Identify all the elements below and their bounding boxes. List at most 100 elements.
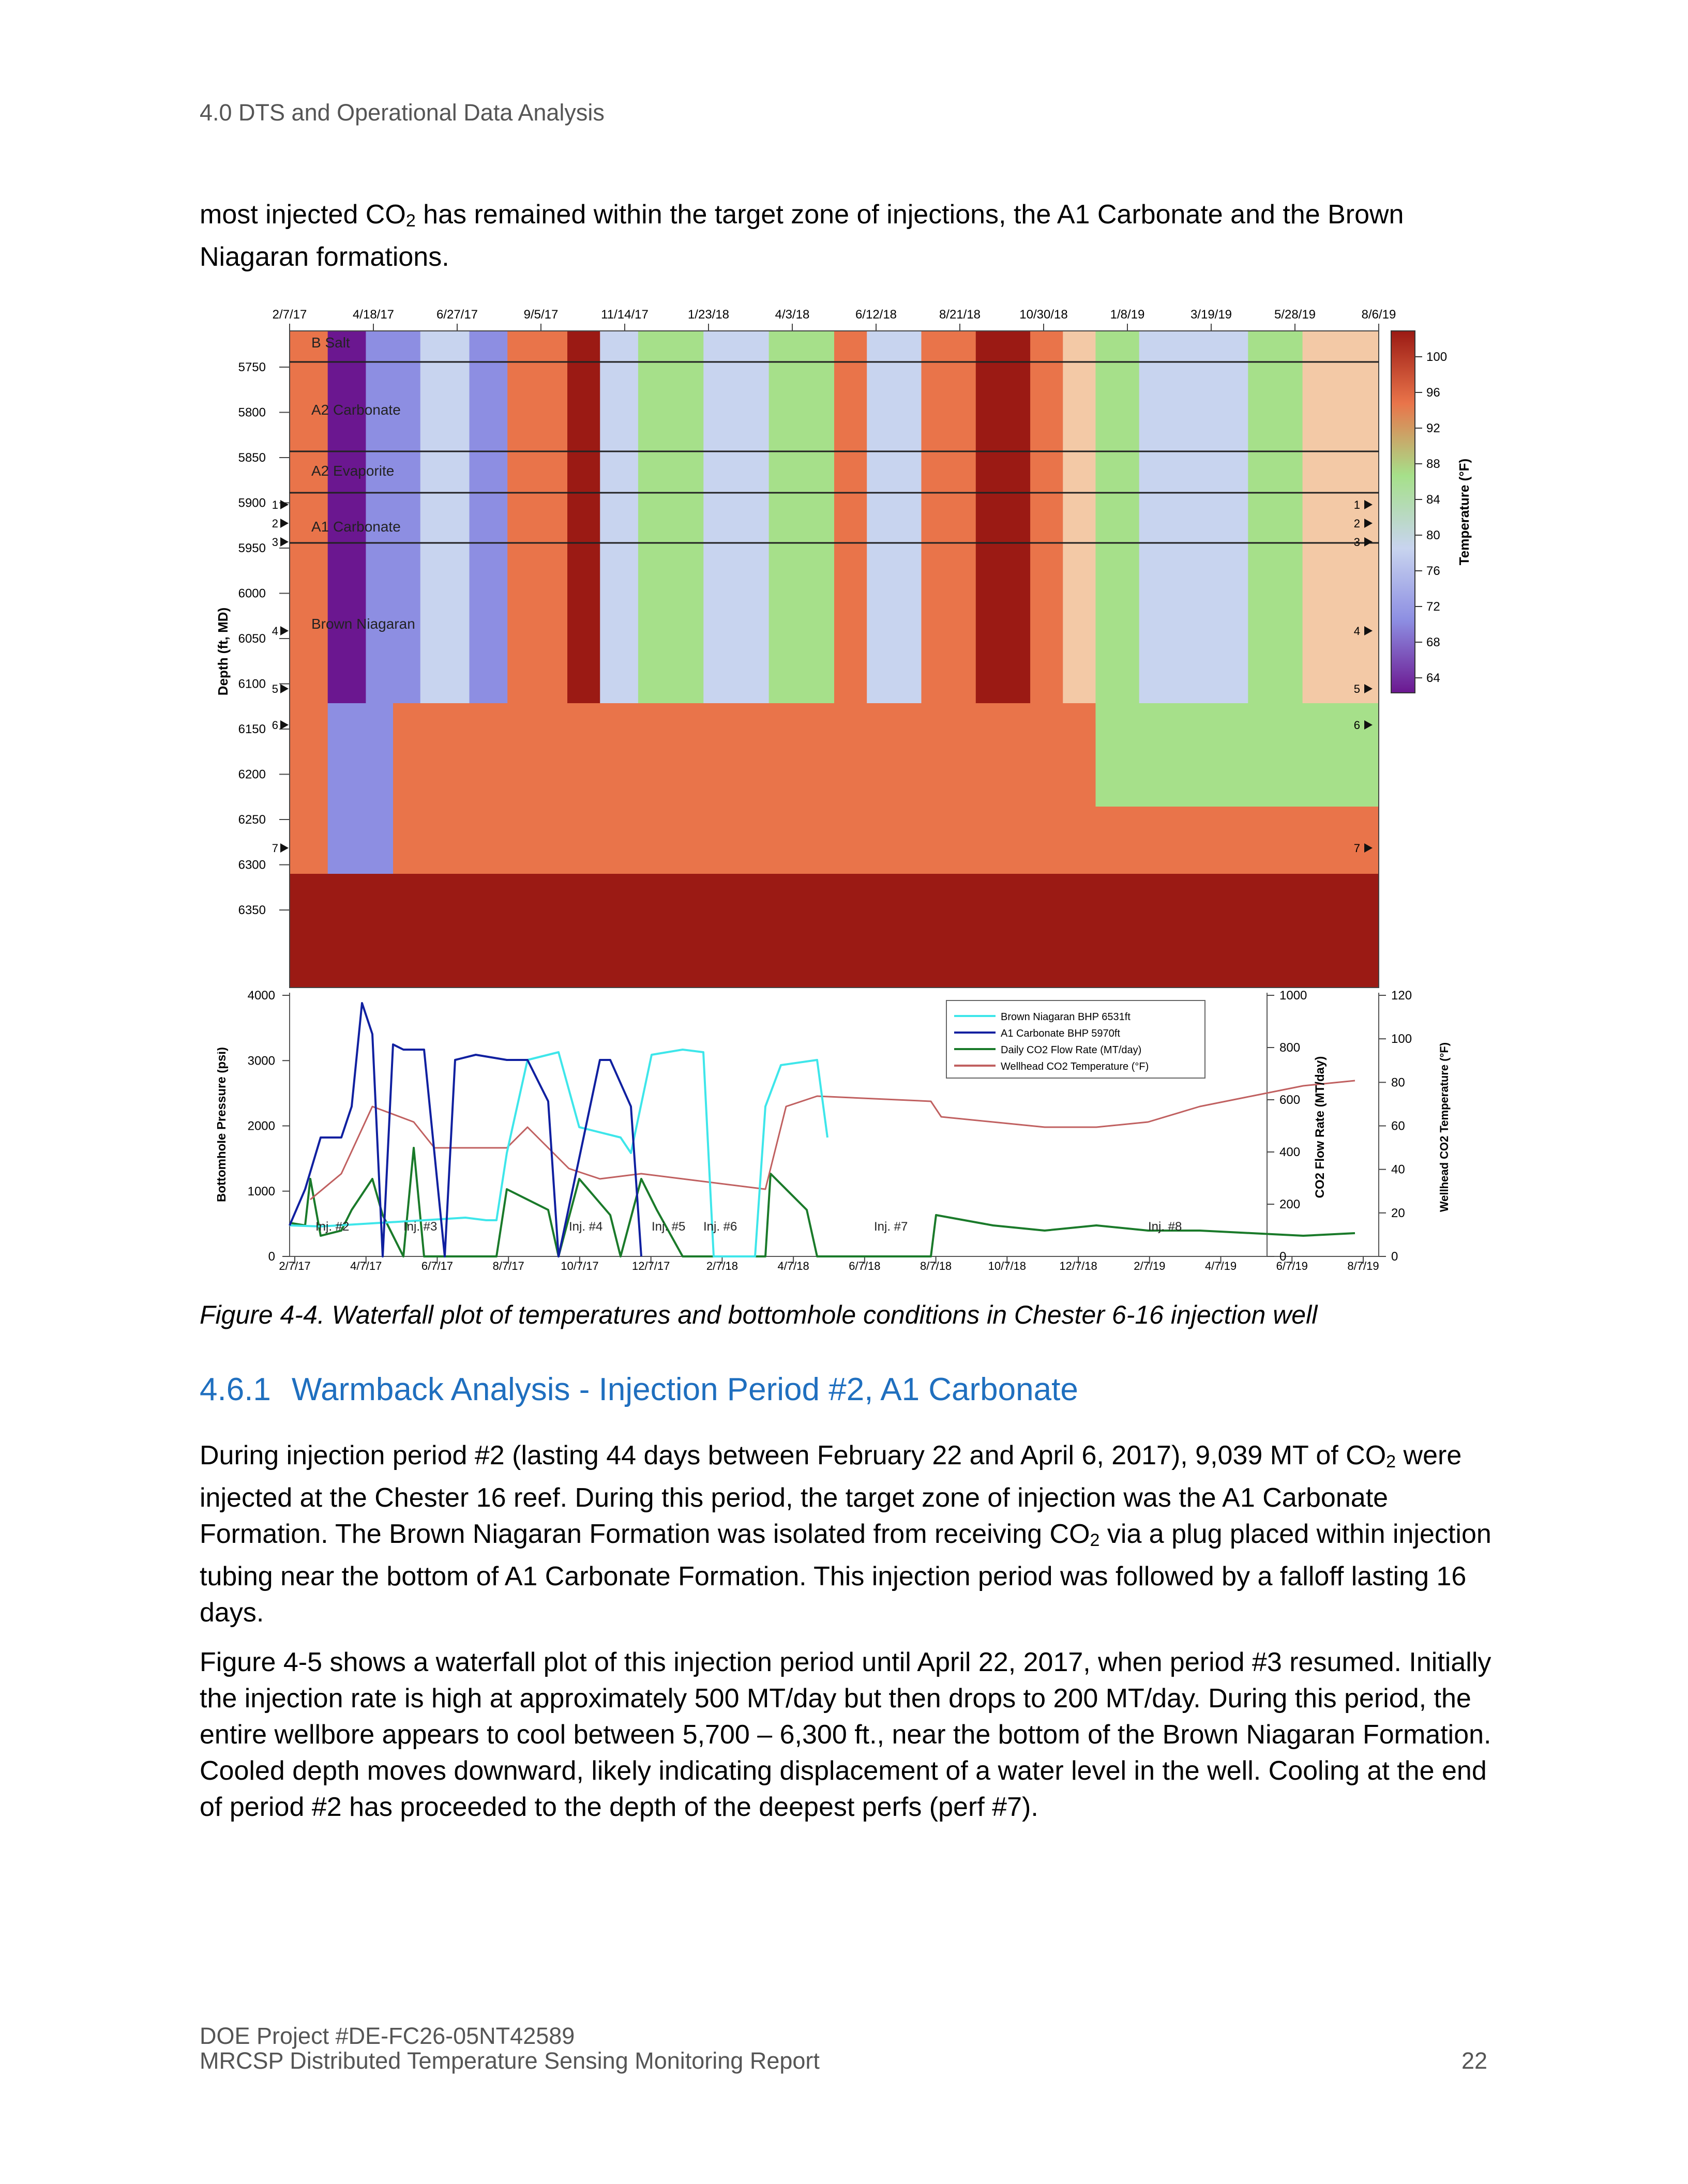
pressure-tick-label: 2000 [248, 1119, 275, 1133]
flow-ticks: 1000 800 600 400 200 0 [1267, 989, 1307, 1264]
perf-arrow-icon [280, 626, 289, 635]
perf-arrow-icon [1364, 684, 1373, 693]
depth-tick-label: 6200 [238, 768, 266, 782]
wellhead-temp-tick-label: 120 [1391, 989, 1412, 1003]
pressure-ticks: 4000 3000 2000 1000 0 [248, 989, 290, 1264]
depth-tick-label: 5800 [238, 406, 266, 420]
heatmap-band [768, 331, 835, 703]
perf-label: 3 [1354, 536, 1360, 549]
perf-arrow-icon [1364, 519, 1373, 528]
wellhead-temp-tick-label: 100 [1391, 1032, 1412, 1046]
depth-tick-label: 6350 [238, 903, 266, 917]
paragraph-1: During injection period #2 (lasting 44 d… [200, 1437, 1493, 1631]
heatmap-band [1248, 331, 1303, 703]
top-date-label: 10/30/18 [1019, 308, 1067, 322]
para1-text-c: via a plug placed within injection tubin… [200, 1519, 1491, 1628]
heatmap-band [703, 331, 770, 703]
top-date-label: 4/18/17 [353, 308, 394, 322]
injection-period-labels: Inj. #2 Inj. #3 Inj. #4 Inj. #5 Inj. #6 Inj. … [315, 1220, 1182, 1234]
perf-arrow-icon [1364, 500, 1373, 509]
heatmap-band [290, 331, 328, 703]
perf-label: 2 [272, 517, 278, 530]
perf-label: 5 [1354, 682, 1360, 695]
flow-rate-line [289, 1147, 1355, 1257]
page-number: 22 [1461, 2048, 1487, 2074]
operations-legend: Brown Niagaran BHP 6531ft A1 Carbonate BH… [946, 1000, 1205, 1079]
perf-label: 1 [1354, 498, 1360, 511]
perf-arrow-icon [1364, 537, 1373, 547]
depth-tick-label: 5750 [238, 360, 266, 374]
heatmap-band [507, 331, 568, 703]
bottom-date-label: 2/7/17 [279, 1260, 310, 1272]
intro-subscript: 2 [405, 211, 416, 231]
depth-tick-label: 6150 [238, 722, 266, 736]
top-date-label: 2/7/17 [273, 308, 307, 322]
bottom-date-label: 12/7/17 [632, 1260, 670, 1272]
section-number: 4.6.1 [200, 1372, 271, 1407]
depth-axis: 5750 5800 5850 5900 5950 6000 6050 6100 6150 6200… [238, 360, 290, 917]
wellhead-temp-tick-label: 0 [1391, 1250, 1398, 1264]
depth-tick-label: 5900 [238, 496, 266, 510]
perf-label: 7 [272, 842, 278, 855]
perf-arrow-icon [1364, 720, 1373, 730]
heatmap-band [834, 331, 868, 703]
pressure-tick-label: 1000 [248, 1185, 275, 1199]
injection-label: Inj. #5 [652, 1220, 685, 1234]
footer-project: DOE Project #DE-FC26-05NT42589 [200, 2023, 575, 2049]
bottom-date-label: 4/7/17 [350, 1260, 382, 1272]
perf-label: 7 [1354, 842, 1360, 855]
wellhead-temp-ticks: 120 100 80 60 40 20 0 [1379, 989, 1412, 1264]
colorbar-tick-label: 72 [1426, 600, 1440, 614]
formation-label: A2 Evaporite [311, 463, 394, 479]
heatmap-band [1030, 331, 1064, 703]
colorbar-label: Temperature (°F) [1456, 459, 1472, 565]
heatmap-bands [290, 331, 1379, 874]
bottom-date-axis: 2/7/17 4/7/17 6/7/17 8/7/17 10/7/17 12/7/17 2/… [279, 1256, 1379, 1272]
heatmap-band [1063, 331, 1096, 703]
perf-label: 2 [1354, 517, 1360, 530]
injection-label: Inj. #7 [874, 1220, 908, 1234]
colorbar-tick-label: 68 [1426, 635, 1440, 649]
a1-carbonate-bhp-line [289, 1002, 642, 1257]
heatmap-band [867, 331, 922, 703]
legend-label: A1 Carbonate BHP 5970ft [1001, 1028, 1120, 1039]
heatmap-band [290, 724, 1096, 874]
flow-axis-label: CO2 Flow Rate (MT/day) [1313, 1056, 1327, 1199]
formation-label: B Salt [311, 335, 350, 351]
perf-label: 4 [272, 625, 278, 638]
formation-label: A1 Carbonate [311, 519, 401, 535]
para1-text-b: were injected at the Chester 16 reef. Du… [200, 1440, 1462, 1549]
perf-arrow-icon [280, 720, 289, 730]
pressure-axis-label: Bottomhole Pressure (psi) [217, 1047, 229, 1202]
heatmap-band [1139, 331, 1249, 703]
perf-arrow-icon [280, 519, 289, 528]
bottom-date-label: 4/7/19 [1205, 1260, 1237, 1272]
heatmap-frame [289, 330, 1379, 988]
heatmap-band [366, 331, 421, 703]
top-date-label: 9/5/17 [524, 308, 559, 322]
top-date-label: 4/3/18 [775, 308, 810, 322]
perf-label: 1 [272, 498, 278, 511]
perf-markers-right: 1 2 3 4 5 6 7 [1354, 498, 1373, 855]
colorbar-tick-label: 88 [1426, 457, 1440, 471]
pressure-tick-label: 3000 [248, 1054, 275, 1068]
bottom-date-label: 6/7/18 [849, 1260, 880, 1272]
top-date-axis: 2/7/17 4/18/17 6/27/17 9/5/17 11/14/17 1/23/1… [273, 308, 1396, 331]
depth-tick-label: 5850 [238, 451, 266, 465]
waterfall-figure: 2/7/17 4/18/17 6/27/17 9/5/17 11/14/17 1/23/1… [217, 308, 1472, 1272]
colorbar-tick-label: 80 [1426, 528, 1440, 542]
wellhead-temp-tick-label: 80 [1391, 1075, 1405, 1089]
top-date-label: 8/6/19 [1362, 308, 1396, 322]
flow-tick-label: 1000 [1279, 989, 1307, 1003]
hot-bottom-zone [290, 874, 1379, 988]
top-date-label: 3/19/19 [1190, 308, 1232, 322]
perf-arrow-icon [280, 537, 289, 547]
colorbar-tick-label: 84 [1426, 493, 1440, 507]
flow-tick-label: 800 [1279, 1041, 1300, 1055]
heatmap-band [975, 331, 1031, 703]
colorbar-tick-label: 64 [1426, 671, 1440, 685]
heatmap-band [327, 703, 394, 874]
formation-label: Brown Niagaran [311, 616, 415, 632]
flow-tick-label: 200 [1279, 1197, 1300, 1211]
